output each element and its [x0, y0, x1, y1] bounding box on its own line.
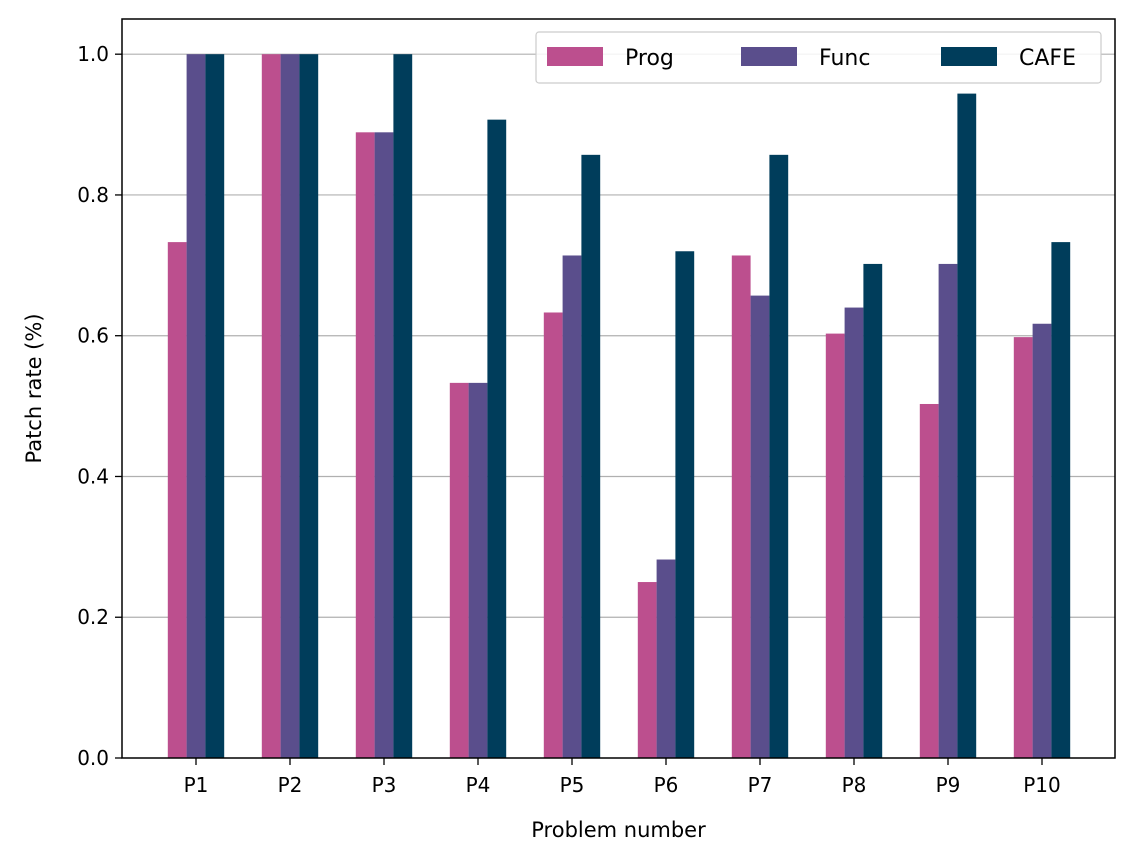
bar-cafe-p6 — [675, 251, 695, 758]
bar-prog-p10 — [1013, 337, 1033, 758]
bar-func-p9 — [938, 263, 958, 758]
bar-func-p4 — [468, 382, 488, 758]
legend-swatch-cafe — [941, 47, 997, 66]
bar-func-p2 — [280, 54, 300, 758]
plot-frame — [121, 18, 1116, 759]
bar-cafe-p3 — [393, 54, 413, 758]
legend-label-func: Func — [819, 46, 870, 71]
bar-prog-p8 — [825, 333, 845, 758]
x-tick-label: P6 — [654, 773, 679, 797]
bar-prog-p2 — [261, 54, 281, 758]
y-tick-label: 0.2 — [77, 605, 109, 629]
bar-cafe-p1 — [205, 54, 225, 758]
bar-func-p3 — [374, 132, 394, 758]
bar-cafe-p8 — [863, 263, 883, 758]
x-tick-label: P2 — [278, 773, 303, 797]
x-axis-ticks: P1 P2 P3 P4 P5 P6 P7 P8 P9 P10 — [184, 758, 1061, 797]
legend: Prog Func CAFE — [535, 31, 1102, 84]
x-tick-label: P8 — [842, 773, 867, 797]
y-tick-label: 0.0 — [77, 746, 109, 770]
bar-cafe-p4 — [487, 119, 507, 758]
bar-prog-p7 — [731, 255, 751, 759]
x-tick-label: P9 — [936, 773, 961, 797]
x-tick-label: P1 — [184, 773, 209, 797]
bar-cafe-p5 — [581, 154, 601, 759]
legend-label-cafe: CAFE — [1019, 46, 1076, 71]
y-axis-ticks: 0.0 0.2 0.4 0.6 0.8 1.0 — [77, 42, 122, 770]
bar-prog-p5 — [543, 312, 563, 758]
legend-label-prog: Prog — [625, 46, 674, 71]
bars — [167, 54, 1071, 759]
bar-prog-p4 — [449, 382, 469, 758]
bar-func-p8 — [844, 307, 864, 758]
x-tick-label: P7 — [748, 773, 773, 797]
bar-prog-p9 — [919, 403, 939, 758]
legend-box — [535, 31, 1102, 84]
x-tick-label: P3 — [372, 773, 397, 797]
x-axis-label: Problem number — [531, 818, 706, 842]
x-tick-label: P5 — [560, 773, 585, 797]
bar-prog-p3 — [355, 132, 375, 758]
bar-func-p7 — [750, 295, 770, 758]
bar-cafe-p9 — [957, 93, 977, 758]
y-tick-label: 1.0 — [77, 42, 109, 66]
bar-cafe-p2 — [299, 54, 319, 758]
legend-swatch-prog — [547, 47, 603, 66]
y-tick-label: 0.8 — [77, 183, 109, 207]
bar-cafe-p7 — [769, 154, 789, 759]
y-axis-label: Patch rate (%) — [22, 313, 46, 463]
bar-func-p5 — [562, 255, 582, 759]
bar-prog-p6 — [637, 582, 657, 758]
bar-prog-p1 — [167, 242, 187, 759]
legend-swatch-func — [741, 47, 797, 66]
x-tick-label: P4 — [466, 773, 491, 797]
y-tick-label: 0.4 — [77, 464, 109, 488]
x-tick-label: P10 — [1023, 773, 1061, 797]
y-tick-label: 0.6 — [77, 324, 109, 348]
bar-cafe-p10 — [1051, 242, 1071, 759]
bar-func-p10 — [1032, 323, 1052, 758]
bar-func-p1 — [186, 54, 206, 758]
bar-func-p6 — [656, 559, 676, 758]
